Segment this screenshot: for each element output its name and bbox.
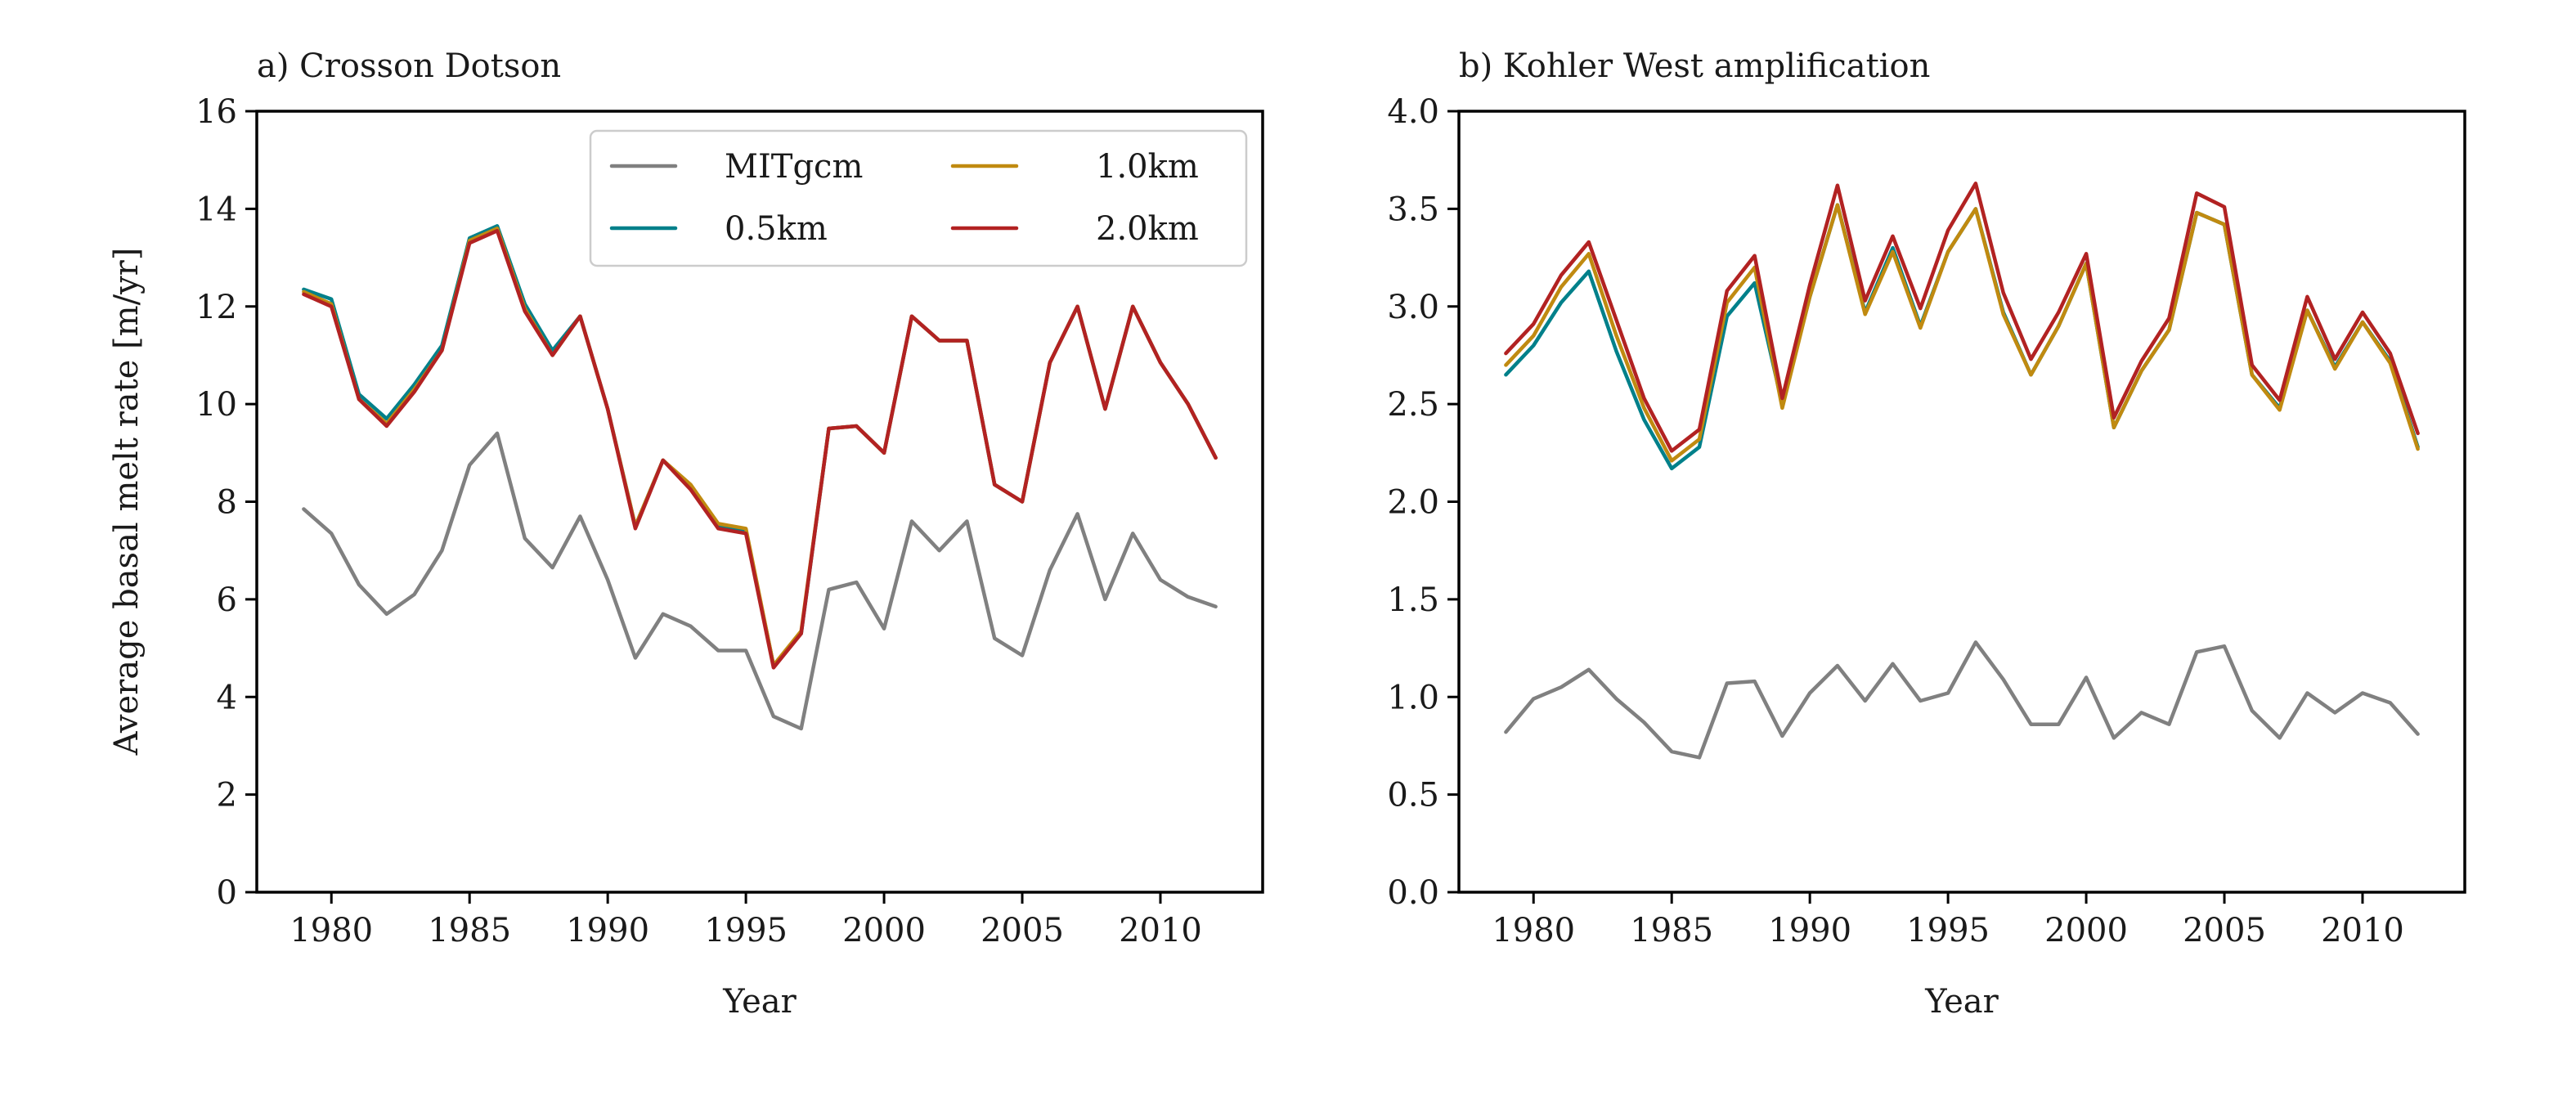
panel-a-x-tick-label: 2000 <box>842 912 926 949</box>
panel-a-x-tick-label: 1995 <box>704 912 788 949</box>
panel-a-series-2-0km <box>302 228 1218 670</box>
panel-b-series <box>1504 182 2420 760</box>
panel-b-x-axis-title: Year <box>1924 983 1999 1021</box>
panel-a-series-mitgcm <box>302 431 1218 731</box>
panel-a-y-tick-label: 10 <box>195 386 237 424</box>
panel-b-series-1-0km <box>1504 203 2420 463</box>
legend-label-0-5km: 0.5km <box>725 210 828 248</box>
panel-b-y-tick-label: 4.0 <box>1387 93 1439 131</box>
panel-a-x-tick-label: 1985 <box>428 912 511 949</box>
panel-a-x-tick-label: 1990 <box>566 912 649 949</box>
legend-label-mitgcm: MITgcm <box>725 148 863 186</box>
panel-b-y-tick-label: 2.5 <box>1387 386 1439 424</box>
panel-b-x-tick-label: 2010 <box>2321 912 2404 949</box>
panel-b-x-tick-label: 1985 <box>1630 912 1713 949</box>
panel-b-y-tick-label: 2.0 <box>1387 484 1439 522</box>
panel-b-series-2-0km <box>1504 182 2420 453</box>
panel-a-y-tick-label: 12 <box>195 289 237 326</box>
panel-b-y-tick-label: 1.0 <box>1387 679 1439 716</box>
panel-b-y-tick-label: 0.5 <box>1387 777 1439 815</box>
panel-a-title: a) Crosson Dotson <box>257 47 561 85</box>
panel-a-ticks: 1980 1985 1990 1995 2000 2005 2010 0 2 4 6 8 10 12 14 1… <box>195 93 1202 949</box>
panel-b-ticks: 1980 1985 1990 1995 2000 2005 2010 0.0 0.5 1.0 1.5… <box>1387 93 2403 949</box>
legend-label-1-0km: 1.0km <box>1096 148 1199 186</box>
panel-b-y-tick-label: 0.0 <box>1387 874 1439 912</box>
panel-b-x-tick-label: 1990 <box>1768 912 1851 949</box>
panel-a-y-tick-label: 4 <box>217 679 237 716</box>
panel-b-y-tick-label: 3.0 <box>1387 289 1439 326</box>
panel-a-crosson-dotson: a) Crosson Dotson 1980 1985 1990 1995 2000 20… <box>108 47 1264 1021</box>
panel-a-y-tick-label: 14 <box>195 191 237 228</box>
legend-box <box>589 129 1248 267</box>
legend-label-2-0km: 2.0km <box>1096 210 1199 248</box>
panel-b-x-tick-label: 2000 <box>2044 912 2128 949</box>
panel-b-series-0-5km <box>1504 203 2420 471</box>
panel-b-title: b) Kohler West amplification <box>1459 47 1930 85</box>
panel-a-plot-frame <box>255 110 1264 894</box>
y-axis-title: Average basal melt rate [m/yr] <box>108 248 146 756</box>
panel-a-x-tick-label: 1980 <box>289 912 373 949</box>
panel-b-y-tick-label: 1.5 <box>1387 581 1439 619</box>
panel-b-kohler-west-amplification: b) Kohler West amplification 1980 1985 199… <box>1387 47 2466 1021</box>
legend: MITgcm 0.5km 1.0km 2.0km <box>589 129 1248 267</box>
panel-b-plot-frame <box>1457 110 2466 894</box>
panel-a-y-tick-label: 16 <box>195 93 237 131</box>
panel-a-x-tick-label: 2005 <box>981 912 1064 949</box>
panel-b-x-tick-label: 1980 <box>1492 912 1575 949</box>
panel-b-x-tick-label: 1995 <box>1906 912 1990 949</box>
panel-b-x-tick-label: 2005 <box>2183 912 2266 949</box>
panel-b-series-mitgcm <box>1504 640 2420 760</box>
panel-a-y-tick-label: 2 <box>217 777 237 815</box>
panel-a-y-tick-label: 8 <box>217 484 237 522</box>
panel-a-x-tick-label: 2010 <box>1119 912 1202 949</box>
panel-b-y-tick-label: 3.5 <box>1387 191 1439 228</box>
panel-a-x-axis-title: Year <box>722 983 797 1021</box>
panel-a-y-tick-label: 6 <box>217 581 237 619</box>
panel-a-y-tick-label: 0 <box>217 874 237 912</box>
panel-a-series <box>302 224 1218 731</box>
